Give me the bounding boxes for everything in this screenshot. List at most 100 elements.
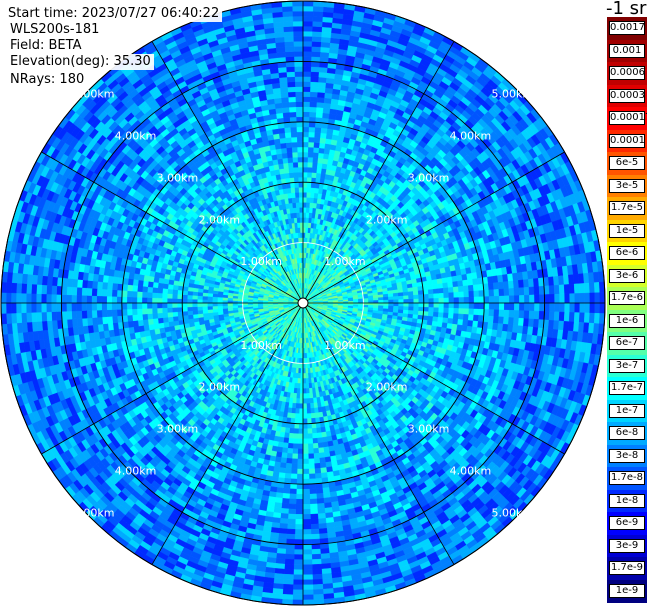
field-cell bbox=[302, 413, 308, 419]
field-cell bbox=[388, 299, 394, 304]
field-cell bbox=[302, 403, 307, 409]
field-cell bbox=[294, 413, 300, 419]
field-cell bbox=[373, 297, 379, 301]
field-cell bbox=[187, 294, 193, 300]
field-cell bbox=[306, 192, 311, 198]
field-cell bbox=[207, 302, 213, 307]
field-cell bbox=[162, 288, 169, 294]
field-cell bbox=[383, 302, 389, 307]
field-cell bbox=[163, 321, 170, 328]
field-cell bbox=[320, 431, 327, 438]
field-cell bbox=[428, 293, 434, 299]
field-cell bbox=[181, 298, 188, 304]
field-cell bbox=[403, 295, 409, 300]
field-cell bbox=[192, 298, 198, 304]
field-cell bbox=[438, 302, 445, 309]
field-cell bbox=[161, 297, 168, 304]
field-cell bbox=[299, 222, 304, 228]
field-cell bbox=[295, 197, 300, 203]
field-cell bbox=[197, 309, 204, 315]
field-cell bbox=[433, 298, 440, 304]
field-cell bbox=[177, 289, 184, 295]
field-cell bbox=[217, 299, 223, 304]
field-cell bbox=[306, 187, 312, 193]
field-cell bbox=[227, 305, 233, 309]
field-cell bbox=[302, 212, 307, 218]
field-cell bbox=[306, 403, 311, 409]
field-cell bbox=[408, 298, 414, 304]
field-cell bbox=[289, 422, 295, 429]
field-cell bbox=[368, 297, 374, 301]
field-cell bbox=[302, 166, 308, 173]
field-cell bbox=[382, 293, 389, 298]
field-cell bbox=[393, 299, 399, 304]
field-cell bbox=[438, 307, 445, 314]
field-cell bbox=[291, 192, 296, 199]
field-cell bbox=[302, 207, 307, 213]
field-cell bbox=[311, 422, 317, 429]
field-cell bbox=[306, 197, 311, 203]
field-cell bbox=[296, 212, 301, 218]
field-cell bbox=[431, 279, 438, 286]
field-cell bbox=[302, 423, 308, 430]
field-cell bbox=[413, 302, 419, 308]
field-cell bbox=[437, 283, 444, 290]
field-cell bbox=[302, 428, 308, 435]
field-cell bbox=[302, 222, 307, 228]
field-cell bbox=[422, 289, 429, 295]
field-cell bbox=[172, 293, 178, 299]
field-cell bbox=[305, 373, 309, 379]
field-cell bbox=[302, 217, 307, 223]
field-cell bbox=[393, 302, 399, 307]
field-cell bbox=[167, 311, 174, 318]
field-cell bbox=[413, 294, 419, 300]
field-cell bbox=[423, 294, 429, 299]
field-cell bbox=[306, 182, 312, 188]
field-cell bbox=[182, 310, 189, 316]
field-cell bbox=[427, 311, 434, 317]
field-cell bbox=[290, 417, 296, 424]
field-cell bbox=[398, 306, 404, 311]
field-cell bbox=[302, 202, 307, 208]
field-cell bbox=[187, 298, 193, 304]
field-cell bbox=[311, 177, 317, 184]
field-cell bbox=[222, 302, 228, 307]
field-cell bbox=[299, 403, 304, 409]
field-cell bbox=[295, 202, 300, 208]
field-cell bbox=[295, 408, 300, 414]
field-cell bbox=[161, 307, 168, 314]
field-cell bbox=[299, 217, 304, 223]
field-cell bbox=[297, 222, 301, 228]
field-cell bbox=[302, 433, 308, 440]
field-cell bbox=[299, 388, 304, 394]
field-cell bbox=[297, 227, 301, 233]
field-cell bbox=[212, 308, 219, 313]
field-cell bbox=[295, 192, 300, 198]
field-cell bbox=[291, 197, 297, 204]
field-cell bbox=[296, 207, 301, 213]
field-cell bbox=[307, 172, 313, 178]
field-cell bbox=[187, 314, 194, 320]
field-cell bbox=[192, 313, 199, 319]
field-cell bbox=[168, 320, 175, 327]
field-cell bbox=[293, 166, 299, 173]
field-cell bbox=[187, 306, 193, 312]
field-cell bbox=[378, 299, 384, 304]
field-cell bbox=[217, 305, 223, 310]
field-cell bbox=[432, 283, 439, 290]
field-cell bbox=[387, 293, 394, 298]
field-cell bbox=[427, 289, 434, 295]
field-cell bbox=[312, 437, 318, 444]
field-cell bbox=[311, 172, 317, 179]
field-cell bbox=[412, 290, 419, 296]
field-cell bbox=[307, 423, 312, 429]
field-cell bbox=[305, 378, 309, 384]
field-cell bbox=[287, 192, 293, 199]
field-cell bbox=[162, 312, 169, 318]
field-cell bbox=[313, 407, 319, 414]
field-cell bbox=[304, 363, 308, 369]
field-cell bbox=[306, 418, 312, 424]
field-cell bbox=[298, 176, 304, 183]
field-cell bbox=[412, 310, 419, 316]
field-cell bbox=[167, 288, 174, 295]
